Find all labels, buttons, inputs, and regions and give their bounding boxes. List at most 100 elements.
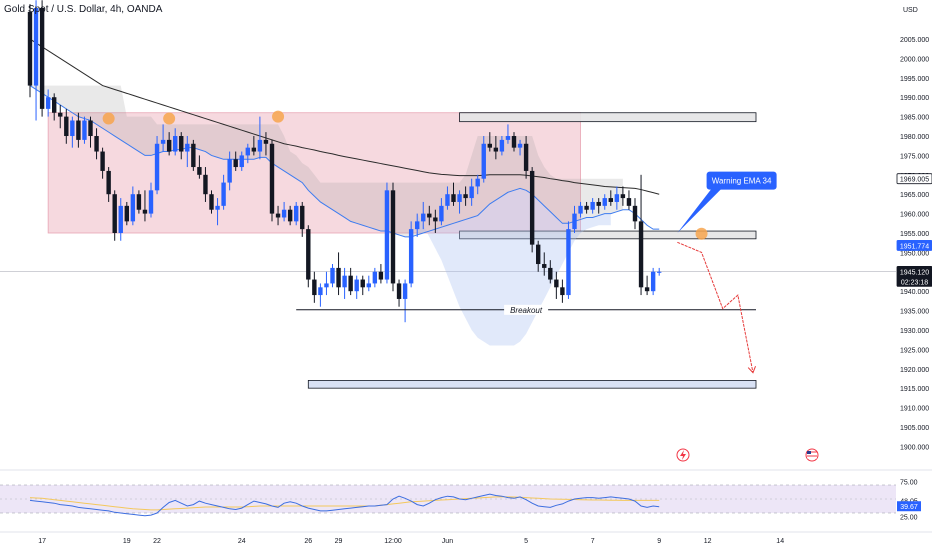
candle [227, 151, 232, 191]
y-tick-label: 1925.000 [900, 347, 929, 354]
x-tick-label: 9 [657, 538, 661, 545]
candle [209, 190, 214, 214]
candle [487, 132, 492, 152]
candle-body [263, 139, 269, 144]
y-tick-label: 1985.000 [900, 115, 929, 122]
x-tick-label: 22 [153, 538, 161, 545]
candle-body [342, 275, 347, 288]
candle [554, 271, 559, 299]
candle-body [372, 271, 378, 284]
candle [584, 201, 589, 214]
x-tick-label: 17 [38, 538, 46, 545]
candle [239, 151, 244, 171]
candle [517, 139, 523, 156]
candle [439, 198, 444, 226]
candle-body [191, 143, 196, 168]
y-tick-label: 1975.000 [900, 153, 929, 160]
candle [469, 178, 474, 206]
candle-body [626, 198, 632, 206]
candle-body [560, 287, 565, 296]
y-tick-label: 1905.000 [900, 425, 929, 432]
price-tag-value: 1951.774 [900, 243, 929, 250]
candle-body [239, 155, 244, 168]
candle-body [154, 143, 160, 191]
candle [179, 132, 184, 160]
x-tick-label: 5 [524, 538, 528, 545]
candle-body [209, 194, 214, 210]
candle [318, 283, 323, 307]
candle [542, 252, 547, 276]
top-box [459, 112, 757, 123]
candle [106, 167, 111, 202]
candle-body [644, 287, 650, 292]
candle [451, 182, 456, 206]
candle [463, 186, 468, 206]
candle [306, 225, 311, 288]
mid-box [459, 230, 757, 240]
candle [602, 194, 607, 210]
candle [408, 221, 414, 288]
candle-body [354, 279, 359, 292]
candle [58, 104, 63, 129]
candle [330, 264, 335, 288]
candle-body [487, 143, 492, 148]
y-tick-label: 2000.000 [900, 56, 929, 63]
candle-body [100, 151, 105, 171]
candle [173, 128, 178, 156]
chart-title: Gold Spot / U.S. Dollar, 4h, OANDA [4, 4, 163, 15]
candle [263, 132, 269, 156]
candle [118, 198, 123, 241]
price-tag-value: 1969.005 [900, 177, 929, 184]
candle [360, 275, 365, 296]
candle [142, 190, 148, 222]
candle-body [596, 201, 601, 206]
callout-text: Warning EMA 34 [712, 177, 772, 186]
candle-body [52, 97, 57, 113]
candle [221, 174, 226, 210]
candle-body [160, 139, 166, 144]
candle-body [318, 287, 323, 296]
candle [185, 136, 190, 168]
price-tag-countdown: 02:23:18 [901, 279, 928, 286]
candle [251, 136, 257, 156]
candle [499, 136, 505, 156]
candle-body [300, 205, 305, 230]
x-tick-label: 7 [591, 538, 595, 545]
candle [269, 139, 275, 222]
candle-body [451, 194, 456, 202]
candle [148, 182, 154, 218]
candle-body [584, 205, 589, 210]
candle [94, 128, 99, 160]
y-tick-label: 1960.000 [900, 212, 929, 219]
candle [287, 205, 293, 226]
candle-body [306, 229, 311, 280]
projection-path [677, 241, 754, 373]
candle [578, 201, 583, 218]
rsi-tick-label: 75.00 [900, 480, 918, 487]
candle [390, 182, 396, 292]
rsi-value: 39.67 [900, 504, 918, 511]
candle-body [572, 213, 577, 230]
candle-body [348, 275, 353, 292]
projection-arrow-icon [747, 365, 756, 374]
candle [644, 275, 650, 296]
candle-body [112, 194, 117, 233]
candle-body [227, 159, 232, 183]
candle-body [215, 205, 220, 210]
candle [112, 190, 117, 241]
candle [33, 0, 39, 121]
candle-body [245, 147, 250, 156]
candle-body [88, 120, 93, 137]
candle [366, 275, 371, 292]
candle-body [233, 159, 238, 168]
target-box [307, 380, 757, 389]
candle [257, 116, 263, 160]
candle-body [221, 182, 226, 206]
candle [481, 136, 486, 183]
candle [354, 275, 359, 299]
candle-body [378, 271, 384, 280]
candle-body [657, 271, 662, 273]
candle [342, 267, 347, 299]
